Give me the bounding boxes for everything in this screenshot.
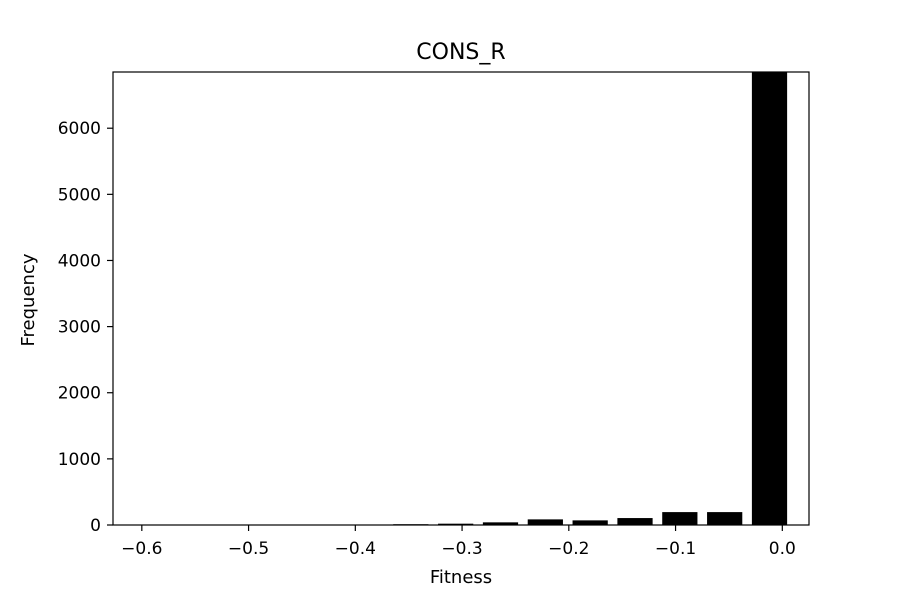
x-tick-label: −0.6: [121, 539, 162, 559]
y-tick-label: 4000: [58, 251, 101, 271]
x-tick-label: 0.0: [769, 539, 796, 559]
y-tick-label: 2000: [58, 384, 101, 404]
y-tick-label: 6000: [58, 119, 101, 139]
chart-title: CONS_R: [416, 40, 505, 65]
y-tick-label: 0: [90, 516, 101, 536]
histogram-bar-14: [752, 72, 787, 525]
x-axis-label: Fitness: [430, 567, 492, 588]
x-tick-label: −0.4: [335, 539, 376, 559]
x-tick-label: −0.2: [548, 539, 589, 559]
x-tick-label: −0.3: [441, 539, 482, 559]
y-tick-label: 1000: [58, 450, 101, 470]
histogram-bar-12: [662, 512, 697, 525]
histogram-bar-10: [573, 520, 608, 525]
y-tick-label: 5000: [58, 185, 101, 205]
y-tick-label: 3000: [58, 318, 101, 338]
x-tick-label: −0.1: [655, 539, 696, 559]
histogram-bar-13: [707, 512, 742, 525]
x-tick-label: −0.5: [228, 539, 269, 559]
y-axis-label: Frequency: [18, 253, 39, 346]
histogram-bar-9: [528, 519, 563, 525]
histogram-bar-11: [617, 518, 652, 525]
